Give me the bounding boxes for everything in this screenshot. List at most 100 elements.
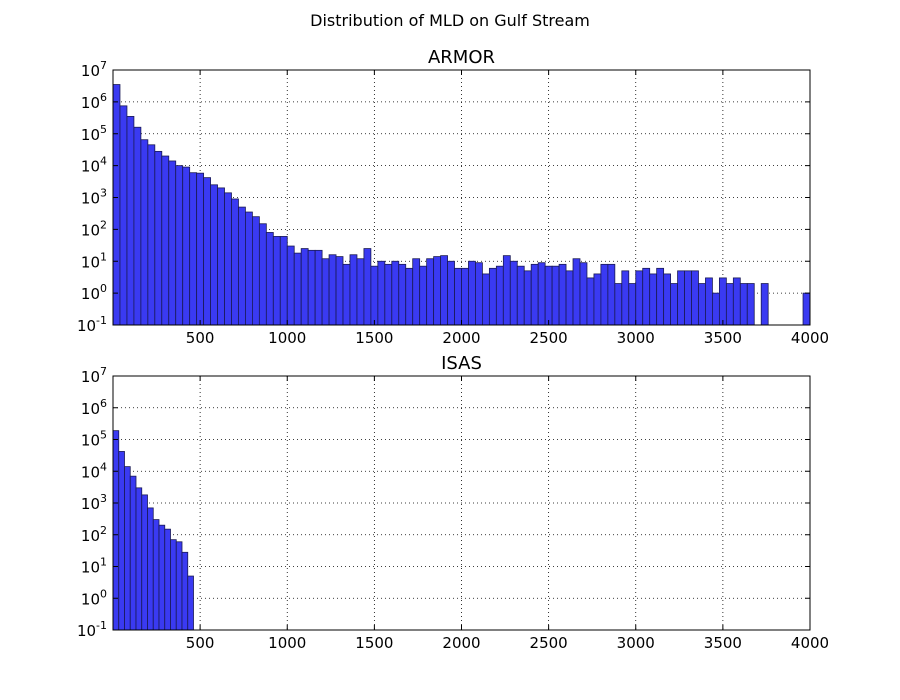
histogram-bar: [158, 524, 166, 631]
x-tick-label: 4000: [791, 634, 829, 652]
histogram-bar: [181, 551, 189, 631]
histogram-bar: [258, 223, 267, 326]
histogram-bar: [210, 184, 218, 326]
histogram-bar: [391, 260, 400, 326]
histogram-bar: [530, 263, 539, 326]
histogram-bar: [593, 273, 602, 326]
histogram-bar: [551, 265, 560, 326]
y-tick-label: 104: [81, 460, 107, 481]
histogram-bar: [187, 575, 194, 631]
histogram-bar: [231, 198, 239, 326]
x-tick-label: 1500: [355, 329, 393, 347]
histogram-bar: [356, 258, 365, 326]
histogram-bar: [537, 262, 546, 326]
histogram-bar: [600, 263, 609, 326]
y-tick-label: 101: [81, 556, 107, 577]
histogram-bar: [516, 265, 525, 326]
histogram-bar: [265, 232, 274, 326]
histogram-bar: [698, 283, 706, 326]
y-tick-label: 105: [81, 123, 107, 144]
subplot-title: ARMOR: [428, 47, 495, 68]
histogram-bar: [141, 494, 148, 631]
x-tick-label: 500: [186, 634, 215, 652]
histogram-bar: [293, 252, 302, 326]
histogram-bar: [175, 165, 184, 326]
histogram-bar: [189, 172, 198, 326]
histogram-bar: [544, 265, 553, 326]
histogram-bar: [112, 430, 120, 631]
y-tick-label: 105: [81, 429, 107, 450]
y-tick-label: 107: [81, 59, 107, 80]
histogram-bar: [739, 283, 748, 326]
histogram-bar: [175, 541, 183, 631]
histogram-bar: [614, 283, 623, 326]
histogram-bar: [154, 150, 163, 326]
histogram-bar: [279, 236, 288, 326]
x-tick-label: 2500: [530, 634, 568, 652]
histogram-bar: [168, 160, 177, 326]
histogram-bar: [718, 277, 727, 326]
x-tick-label: 2500: [530, 329, 568, 347]
histogram-bar: [398, 263, 407, 326]
histogram-bar: [203, 177, 211, 326]
y-tick-label: 10-1: [77, 619, 107, 640]
histogram-bar: [705, 277, 713, 326]
y-tick-label: 103: [81, 187, 107, 208]
y-tick-label: 107: [81, 365, 107, 386]
histogram-bar: [621, 270, 630, 326]
histogram-bar: [238, 206, 246, 326]
histogram-bar: [558, 263, 567, 326]
histogram-bar: [182, 166, 191, 326]
histogram-bar: [342, 263, 351, 326]
x-tick-label: 2000: [442, 329, 480, 347]
histogram-bar: [170, 539, 177, 631]
histogram-bar: [663, 273, 672, 326]
y-tick-label: 10-1: [77, 314, 107, 335]
histogram-bar: [196, 172, 205, 326]
x-tick-label: 1500: [355, 634, 393, 652]
histogram-bar: [447, 260, 455, 326]
histogram-bar: [760, 283, 769, 326]
histogram-bar: [732, 277, 741, 326]
y-tick-label: 100: [81, 282, 107, 303]
histogram-bar: [468, 260, 476, 326]
histogram-bar: [384, 263, 393, 326]
x-tick-label: 1000: [268, 329, 306, 347]
histogram-bar: [164, 528, 171, 631]
histogram-bar: [370, 265, 379, 326]
histogram-bar: [454, 267, 462, 326]
histogram-bar: [461, 267, 469, 326]
y-tick-label: 102: [81, 218, 107, 239]
histogram-bar: [523, 270, 532, 326]
x-tick-label: 1000: [268, 634, 306, 652]
histogram-bar: [118, 451, 125, 631]
histogram-bar: [607, 263, 616, 326]
histogram-bar: [307, 249, 316, 326]
y-tick-label: 103: [81, 492, 107, 513]
histogram-bar: [670, 283, 678, 326]
figure-title: Distribution of MLD on Gulf Stream: [310, 11, 590, 30]
x-tick-label: 2000: [442, 634, 480, 652]
histogram-bar: [502, 255, 511, 326]
histogram-bar: [314, 249, 323, 326]
y-tick-label: 104: [81, 155, 107, 176]
histogram-bar: [691, 270, 699, 326]
histogram-bar: [161, 155, 170, 326]
histogram-bar: [377, 260, 386, 326]
histogram-bar: [224, 192, 232, 326]
x-tick-label: 3000: [617, 634, 655, 652]
histogram-bar: [124, 466, 131, 631]
x-tick-label: 3500: [704, 634, 742, 652]
histogram-bar: [328, 254, 337, 326]
histogram-bar: [488, 267, 497, 326]
histogram-bar: [152, 519, 160, 631]
histogram-bar: [656, 267, 665, 326]
histogram-bar: [684, 270, 692, 326]
histogram-bar: [363, 248, 372, 326]
histogram-bar: [572, 258, 581, 326]
histogram-bar: [405, 267, 414, 326]
x-tick-label: 3500: [704, 329, 742, 347]
y-tick-label: 100: [81, 587, 107, 608]
histogram-bar: [565, 270, 574, 326]
histogram-bar: [628, 283, 637, 326]
